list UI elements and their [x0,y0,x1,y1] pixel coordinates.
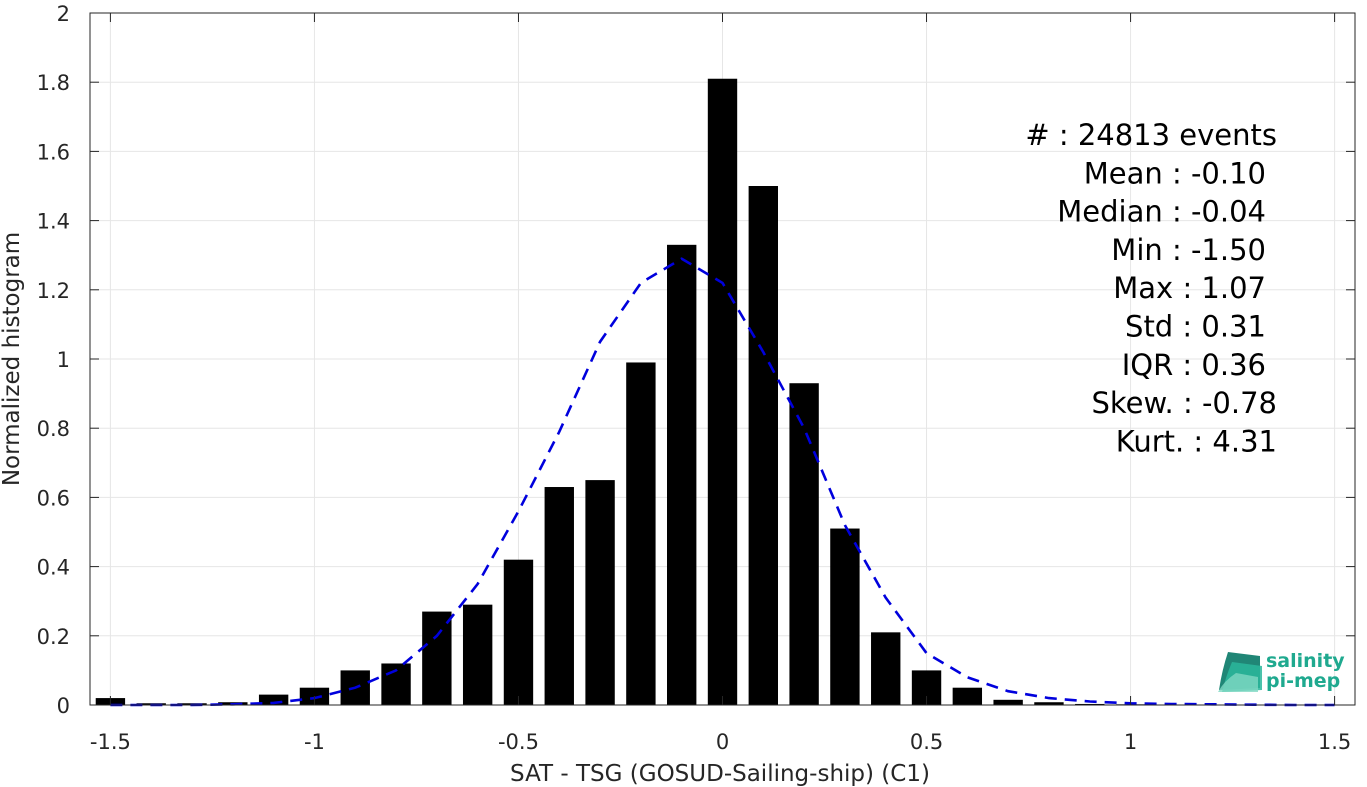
y-tick-label: 0.2 [37,625,70,649]
histogram-bar [585,480,615,705]
stat-line: IQR : 0.36 [1122,348,1266,382]
y-tick-label: 1.8 [37,71,70,95]
y-tick-label: 0 [57,694,70,718]
y-tick-label: 0.8 [37,417,70,441]
x-tick-label: 0.5 [910,730,943,754]
histogram-bar [952,687,983,705]
histogram-bar [871,632,901,705]
histogram-bar [667,244,697,705]
x-tick-label: 1.5 [1318,730,1351,754]
x-tick-label: -1 [304,730,325,754]
x-tick-label: -0.5 [498,730,539,754]
x-tick-label: -1.5 [90,730,131,754]
wave-logo-icon [1218,652,1262,692]
histogram-bar [830,528,860,705]
histogram-bar [707,78,738,706]
y-tick-label: 1 [57,348,70,372]
stat-line: Skew. : -0.78 [1091,386,1277,420]
x-tick-label: 0 [716,730,729,754]
histogram-bar [503,559,534,705]
stat-line: Mean : -0.10 [1084,156,1266,190]
stat-line: # : 24813 events [1025,118,1277,152]
y-axis-label: Normalized histogram [0,232,25,486]
histogram-bar [544,487,574,705]
y-tick-label: 2 [57,2,70,26]
x-axis-label: SAT - TSG (GOSUD-Sailing-ship) (C1) [510,761,930,787]
histogram-bar [626,362,656,705]
histogram-bar [258,694,289,705]
histogram-bar [748,186,778,705]
histogram-bar [462,604,493,705]
stat-line: Std : 0.31 [1125,310,1266,344]
stat-line: Min : -1.50 [1111,233,1266,267]
y-tick-label: 0.6 [37,486,70,510]
y-tick-label: 0.4 [37,556,70,580]
stat-line: Median : -0.04 [1057,195,1266,229]
y-tick-label: 1.2 [37,279,70,303]
stat-line: Kurt. : 4.31 [1116,424,1277,458]
logo-line-1: salinity [1266,650,1345,672]
histogram-bar [1075,703,1105,705]
histogram-bar [1034,702,1064,705]
x-tick-label: 1 [1124,730,1137,754]
y-tick-label: 1.6 [37,140,70,164]
histogram-bar [422,611,452,705]
histogram-bar [993,699,1023,705]
statistics-annotation: # : 24813 events Mean : -0.10 Median : -0.… [1025,118,1277,458]
logo-line-2: pi-mep [1266,670,1340,692]
histogram-bar [789,383,819,705]
tick-labels: -1.5 -1 -0.5 0 0.5 1 1.5 0 0.2 0.4 0.6 0.8 1 1.2 1.4 1.… [37,2,1352,754]
axis-ticks [90,12,1355,706]
y-tick-label: 1.4 [37,210,70,234]
salinity-pi-mep-logo: salinity pi-mep [1218,650,1345,692]
stat-line: Max : 1.07 [1113,271,1266,305]
